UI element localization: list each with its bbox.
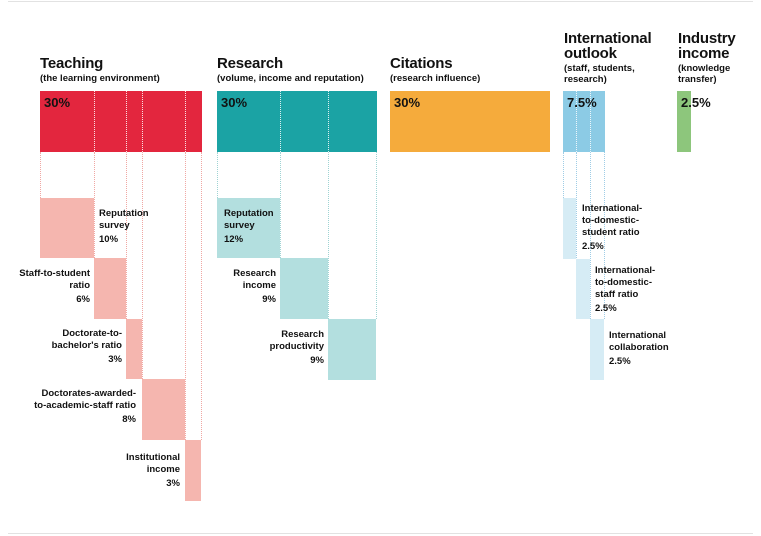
citations-bar: 30% bbox=[390, 91, 550, 152]
international-sub-label-text: International-to-domestic-student ratio bbox=[582, 203, 643, 238]
teaching-sub-label-text: Staff-to-student ratio bbox=[19, 268, 90, 291]
research-sub-label: Research income 9% bbox=[218, 268, 276, 306]
industry-header: Industry income (knowledge transfer) bbox=[678, 31, 748, 85]
international-sub-pct: 2.5% bbox=[609, 356, 631, 367]
teaching-header: Teaching (the learning environment) bbox=[40, 56, 160, 84]
teaching-sub-label-text: Institutional income bbox=[126, 452, 180, 475]
teaching-guide bbox=[201, 152, 202, 440]
teaching-sub-label: Doctorates-awarded-to-academic-staff rat… bbox=[30, 388, 136, 426]
teaching-bar: 30% bbox=[40, 91, 202, 152]
international-sub-block-student-ratio bbox=[563, 198, 576, 259]
international-sub-pct: 2.5% bbox=[595, 303, 617, 314]
teaching-sub-pct: 3% bbox=[108, 354, 122, 365]
bottom-rule bbox=[8, 533, 753, 534]
teaching-bar-divider bbox=[94, 91, 95, 152]
teaching-sub-pct: 3% bbox=[166, 478, 180, 489]
citations-weight: 30% bbox=[394, 95, 421, 110]
industry-subtitle: (knowledge transfer) bbox=[678, 63, 731, 85]
research-guide bbox=[328, 152, 329, 319]
research-sub-pct: 12% bbox=[224, 234, 244, 245]
industry-title: Industry income bbox=[678, 30, 736, 62]
international-guide bbox=[590, 152, 591, 319]
international-sub-pct: 2.5% bbox=[582, 241, 604, 252]
research-sub-label: Reputation survey 12% bbox=[224, 208, 280, 246]
citations-subtitle: (research influence) bbox=[390, 73, 481, 84]
teaching-bar-divider bbox=[142, 91, 143, 152]
research-bar-divider bbox=[328, 91, 329, 152]
research-sub-label: Research productivity 9% bbox=[256, 329, 324, 367]
international-bar-divider bbox=[576, 91, 577, 152]
teaching-sub-pct: 10% bbox=[99, 234, 119, 245]
research-sub-block-productivity bbox=[328, 319, 376, 380]
international-bar-divider bbox=[590, 91, 591, 152]
teaching-sub-block-staff-ratio bbox=[94, 258, 126, 319]
international-title: International outlook bbox=[564, 30, 652, 62]
teaching-sub-label: Doctorate-to-bachelor's ratio 3% bbox=[42, 328, 122, 366]
research-sub-pct: 9% bbox=[262, 294, 276, 305]
research-sub-pct: 9% bbox=[310, 355, 324, 366]
citations-title: Citations bbox=[390, 55, 453, 72]
teaching-sub-label-text: Doctorate-to-bachelor's ratio bbox=[51, 328, 122, 351]
teaching-sub-label: Institutional income 3% bbox=[112, 452, 180, 490]
teaching-sub-label-text: Doctorates-awarded-to-academic-staff rat… bbox=[34, 388, 136, 411]
teaching-sub-label: Reputation survey 10% bbox=[99, 208, 159, 246]
international-subtitle: (staff, students, research) bbox=[564, 63, 635, 85]
teaching-guide bbox=[40, 152, 41, 198]
research-weight: 30% bbox=[221, 95, 248, 110]
international-sub-label: International-to-domestic-staff ratio 2.… bbox=[595, 265, 667, 315]
research-sub-label-text: Research income bbox=[233, 268, 276, 291]
international-sub-label-text: International-to-domestic-staff ratio bbox=[595, 265, 656, 300]
research-subtitle: (volume, income and reputation) bbox=[217, 73, 364, 84]
teaching-sub-pct: 8% bbox=[122, 414, 136, 425]
teaching-guide bbox=[142, 152, 143, 379]
research-sub-label-text: Research productivity bbox=[269, 329, 324, 352]
research-sub-label-text: Reputation survey bbox=[224, 208, 274, 231]
teaching-bar-divider bbox=[185, 91, 186, 152]
teaching-sub-label: Staff-to-student ratio 6% bbox=[14, 268, 90, 306]
research-guide bbox=[280, 152, 281, 258]
research-header: Research (volume, income and reputation) bbox=[217, 56, 364, 84]
teaching-guide bbox=[126, 152, 127, 319]
research-bar: 30% bbox=[217, 91, 377, 152]
research-guide bbox=[376, 152, 377, 319]
teaching-sub-block-doctorates-awarded bbox=[142, 379, 185, 440]
research-bar-divider bbox=[280, 91, 281, 152]
industry-bar: 2.5% bbox=[677, 91, 711, 152]
international-weight: 7.5% bbox=[567, 95, 597, 110]
research-title: Research bbox=[217, 55, 283, 72]
teaching-guide bbox=[185, 152, 186, 440]
teaching-sub-block-reputation bbox=[40, 198, 94, 258]
teaching-title: Teaching bbox=[40, 55, 104, 72]
research-sub-block-reputation bbox=[217, 198, 280, 258]
international-sub-label: International-to-domestic-student ratio … bbox=[582, 203, 654, 253]
teaching-sub-block-institutional-income bbox=[185, 440, 201, 501]
top-rule bbox=[8, 1, 753, 2]
research-guide bbox=[217, 152, 218, 198]
teaching-sub-pct: 6% bbox=[76, 294, 90, 305]
teaching-weight: 30% bbox=[44, 95, 71, 110]
teaching-guide bbox=[94, 152, 95, 258]
international-guide bbox=[604, 152, 605, 319]
international-sub-label-text: International collaboration bbox=[609, 330, 669, 353]
teaching-subtitle: (the learning environment) bbox=[40, 73, 160, 84]
international-header: International outlook (staff, students, … bbox=[564, 31, 664, 85]
teaching-sub-label-text: Reputation survey bbox=[99, 208, 149, 231]
research-sub-block-income bbox=[280, 258, 328, 319]
citations-header: Citations (research influence) bbox=[390, 56, 480, 84]
international-bar: 7.5% bbox=[563, 91, 605, 152]
teaching-sub-block-doctorate-bachelor bbox=[126, 319, 142, 379]
international-sub-block-staff-ratio bbox=[576, 259, 590, 319]
teaching-bar-divider bbox=[126, 91, 127, 152]
international-guide bbox=[576, 152, 577, 258]
international-guide bbox=[563, 152, 564, 198]
international-sub-label: International collaboration 2.5% bbox=[609, 330, 681, 368]
international-sub-block-collaboration bbox=[590, 319, 604, 380]
industry-weight: 2.5% bbox=[681, 95, 711, 110]
